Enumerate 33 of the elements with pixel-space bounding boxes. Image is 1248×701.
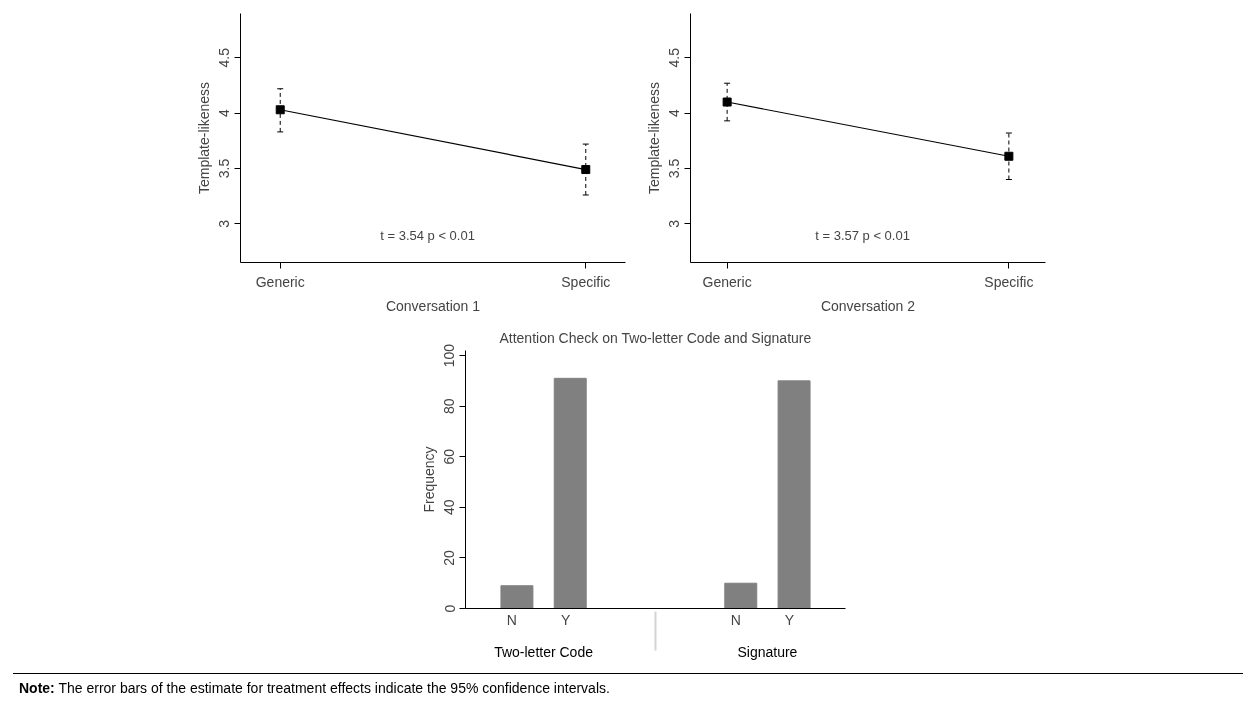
x-axis-title: Conversation 1: [385, 297, 481, 314]
x-tick-label: Specific: [561, 273, 611, 290]
y-axis-title: Template-likeness: [195, 81, 212, 195]
x-tick-label: N: [730, 611, 741, 628]
y-tick-label: 0: [441, 604, 458, 613]
x-tick-label: Specific: [984, 273, 1034, 290]
y-tick-label: 20: [441, 549, 458, 566]
x-tick-label: Y: [784, 611, 795, 628]
y-tick-label: 3.5: [666, 158, 683, 179]
text: Signature: [737, 643, 798, 660]
y-tick-label: 4: [666, 108, 683, 117]
text: Two-letter Code: [494, 643, 594, 660]
chart-title: Attention Check on Two-letter Code and Signature: [499, 329, 812, 346]
y-tick-label: 40: [441, 499, 458, 516]
annotation: t = 3.54 p < 0.01: [380, 227, 475, 243]
y-tick-label: 60: [441, 448, 458, 465]
y-tick-label: 4: [216, 108, 233, 117]
y-tick-label: 3.5: [216, 158, 233, 179]
y-tick-label: 80: [441, 398, 458, 414]
text: Note: The error bars of the estimate for treatment effects indicate the 95% confidence intervals.: [19, 679, 610, 698]
x-axis-title: Conversation 2: [820, 297, 916, 314]
y-tick-label: 4.5: [216, 47, 233, 68]
y-tick-label: 100: [441, 343, 458, 368]
y-axis-title: Frequency: [420, 446, 437, 513]
y-axis-title: Template-likeness: [645, 81, 662, 195]
x-tick-label: Y: [560, 611, 571, 628]
y-tick-label: 3: [216, 219, 233, 228]
x-tick-label: Generic: [702, 273, 752, 290]
x-tick-label: Generic: [255, 273, 305, 290]
annotation: t = 3.57 p < 0.01: [815, 227, 910, 243]
x-tick-label: N: [506, 611, 517, 628]
y-tick-label: 4.5: [666, 47, 683, 68]
y-tick-label: 3: [666, 219, 683, 228]
